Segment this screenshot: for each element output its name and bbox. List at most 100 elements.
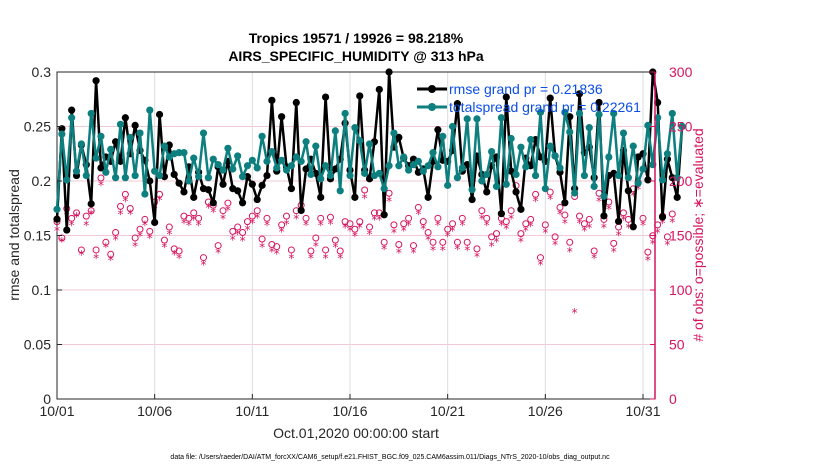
- obs-evaluated-marker: *: [347, 224, 353, 238]
- obs-possible-marker: [551, 233, 559, 241]
- totalspread-point: [302, 138, 310, 146]
- rmse-point: [317, 193, 325, 201]
- obs-evaluated-marker: *: [259, 240, 265, 254]
- obs-evaluated-marker: *: [196, 219, 202, 233]
- obs-possible-marker: [116, 202, 124, 210]
- obs-possible-marker: [136, 225, 144, 233]
- y-axis-label: rmse and totalspread: [6, 169, 22, 301]
- obs-evaluated-marker: *: [142, 219, 148, 233]
- totalspread-point: [458, 164, 466, 172]
- obs-evaluated-marker: *: [533, 195, 539, 209]
- obs-possible-marker: [541, 221, 549, 229]
- totalspread-point: [497, 114, 505, 122]
- rmse-point: [170, 170, 178, 179]
- rmse-point: [53, 215, 61, 223]
- totalspread-point: [522, 163, 530, 171]
- totalspread-point: [351, 123, 359, 132]
- rmse-point: [97, 164, 105, 172]
- obs-possible-marker: [73, 209, 81, 217]
- y-tick-label: 0.1: [32, 282, 52, 298]
- rmse-point: [517, 205, 525, 213]
- totalspread-point: [82, 171, 90, 180]
- obs-possible-marker: [463, 238, 471, 246]
- rmse-point: [673, 193, 681, 201]
- obs-evaluated-marker: *: [572, 306, 578, 320]
- obs-possible-marker: [131, 234, 139, 242]
- obs-evaluated-marker: *: [518, 235, 524, 249]
- x-axis-label: Oct.01,2020 00:00:00 start: [273, 425, 439, 441]
- totalspread-point: [561, 108, 569, 116]
- obs-possible-marker: [121, 190, 129, 198]
- rmse-point: [600, 212, 608, 220]
- totalspread-point: [375, 169, 383, 177]
- obs-evaluated-marker: *: [313, 239, 319, 253]
- rmse-point: [68, 106, 76, 114]
- totalspread-point: [395, 162, 403, 170]
- totalspread-point: [155, 171, 164, 180]
- totalspread-point: [531, 171, 540, 180]
- rmse-point: [512, 188, 520, 196]
- obs-possible-marker: [253, 207, 261, 215]
- obs-possible-marker: [576, 212, 584, 220]
- totalspread-point: [258, 132, 266, 140]
- obs-possible-marker: [317, 214, 325, 222]
- totalspread-point: [341, 109, 349, 118]
- totalspread-point: [107, 145, 115, 153]
- rmse-point: [87, 200, 95, 208]
- totalspread-point: [116, 120, 125, 128]
- obs-possible-marker: [488, 233, 496, 241]
- y2-tick-label: 150: [669, 228, 693, 244]
- totalspread-point: [238, 173, 247, 181]
- totalspread-point: [365, 140, 374, 148]
- obs-possible-marker: [556, 203, 564, 211]
- totalspread-point: [556, 164, 564, 172]
- obs-evaluated-marker: *: [269, 245, 275, 259]
- rmse-point: [654, 98, 662, 107]
- obs-evaluated-marker: *: [308, 251, 314, 265]
- obs-evaluated-marker: *: [288, 251, 294, 265]
- chart-title-line2: AIRS_SPECIFIC_HUMIDITY @ 313 hPa: [228, 48, 484, 64]
- obs-possible-marker: [458, 214, 466, 222]
- totalspread-point: [541, 185, 549, 193]
- obs-evaluated-marker: *: [435, 219, 441, 233]
- totalspread-point: [146, 106, 154, 114]
- obs-evaluated-marker: *: [171, 248, 177, 262]
- obs-possible-marker: [585, 215, 593, 223]
- obs-possible-marker: [283, 212, 291, 220]
- obs-possible-marker: [302, 214, 310, 222]
- obs-possible-marker: [326, 213, 334, 221]
- obs-possible-marker: [561, 211, 569, 219]
- y2-tick-label: 0: [669, 391, 677, 407]
- obs-evaluated-marker: *: [489, 239, 495, 253]
- obs-possible-marker: [165, 223, 173, 231]
- obs-possible-marker: [380, 238, 388, 246]
- totalspread-point: [234, 152, 242, 160]
- obs-evaluated-marker: *: [88, 208, 94, 222]
- totalspread-point: [121, 174, 129, 182]
- obs-possible-marker: [449, 220, 457, 228]
- obs-possible-marker: [351, 225, 359, 233]
- rmse-point: [575, 90, 584, 98]
- obs-possible-marker: [566, 238, 574, 246]
- x-tick-label: 10/31: [625, 403, 660, 419]
- totalspread-point: [224, 144, 232, 152]
- obs-possible-marker: [307, 247, 315, 255]
- totalspread-point: [102, 168, 110, 176]
- obs-possible-marker: [478, 207, 486, 215]
- totalspread-point: [190, 154, 198, 162]
- rmse-point: [204, 186, 212, 194]
- obs-evaluated-marker: *: [357, 221, 363, 235]
- obs-evaluated-marker: *: [552, 238, 558, 252]
- totalspread-point: [434, 163, 442, 171]
- rmse-point: [385, 68, 393, 76]
- obs-evaluated-marker: *: [445, 230, 451, 244]
- chart-title-line1: Tropics 19571 / 19926 = 98.218%: [249, 30, 464, 46]
- obs-evaluated-marker: *: [547, 192, 553, 206]
- rmse-point: [278, 113, 286, 121]
- obs-possible-marker: [424, 229, 432, 236]
- totalspread-point: [87, 109, 95, 118]
- obs-evaluated-marker: *: [327, 218, 333, 232]
- totalspread-point: [63, 176, 71, 184]
- obs-evaluated-marker: *: [562, 216, 568, 230]
- totalspread-point: [673, 174, 681, 182]
